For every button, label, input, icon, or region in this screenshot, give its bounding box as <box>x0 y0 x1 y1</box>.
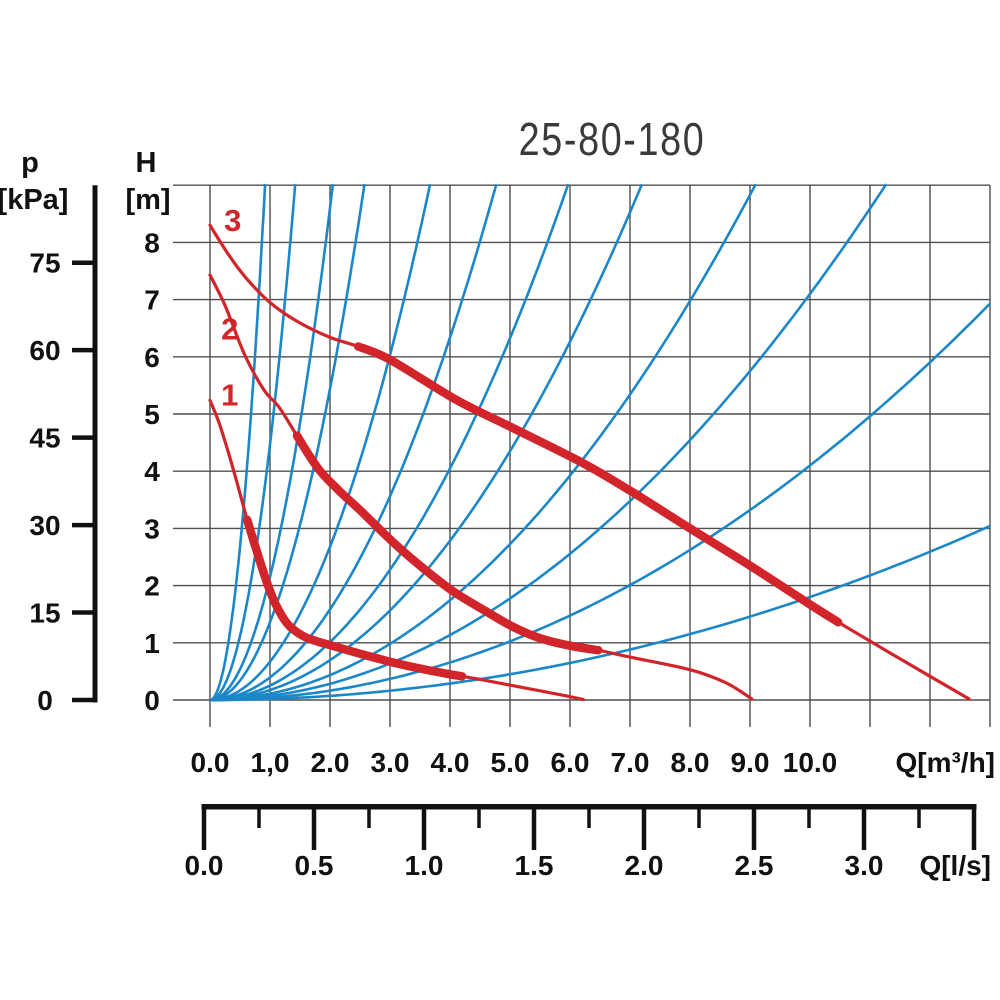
system-curve <box>209 183 888 702</box>
flow-ls-tick-label: 2.5 <box>735 850 774 881</box>
pressure-tick-label: 45 <box>29 423 60 454</box>
system-curve <box>209 183 498 702</box>
pressure-axis-unit: [kPa] <box>0 184 68 216</box>
flow-axis-ls: 0.0 0.5 1.0 1.5 2.0 2.5 3.0 Q[l/s] <box>185 804 991 881</box>
head-tick-label: 1 <box>144 628 160 659</box>
system-curves <box>209 183 991 702</box>
flow-m3h-tick-label: 8.0 <box>671 747 710 778</box>
flow-m3h-tick-label: 0.0 <box>191 747 230 778</box>
system-curve <box>209 183 432 702</box>
flow-m3h-tick-label: 10.0 <box>783 747 838 778</box>
flow-ls-tick-label: 0.5 <box>295 850 334 881</box>
pressure-tick-label: 75 <box>29 248 60 279</box>
system-curve <box>209 183 757 702</box>
pump-curve-1-operating-range <box>242 515 467 681</box>
head-tick-label: 2 <box>144 571 160 602</box>
pump-curve-labels: 1 2 3 <box>221 203 241 412</box>
pressure-axis-name: p <box>21 147 39 179</box>
pressure-tick-label: 15 <box>29 598 60 629</box>
flow-m3h-tick-label: 4.0 <box>431 747 470 778</box>
flow-ls-tick-label: 2.0 <box>625 850 664 881</box>
pressure-tick-label: 30 <box>29 510 60 541</box>
pressure-tick-label: 0 <box>37 685 53 716</box>
pump-curve-2 <box>208 273 754 701</box>
flow-ls-unit-label: Q[l/s] <box>919 850 991 881</box>
pressure-axis: 75 60 45 30 15 0 p [kPa] <box>0 147 98 716</box>
chart-title: 25-80-180 <box>518 113 706 165</box>
system-curve <box>209 184 267 702</box>
flow-ls-tick-label: 1.0 <box>405 850 444 881</box>
head-tick-label: 3 <box>144 513 160 544</box>
flow-m3h-tick-label: 3.0 <box>371 747 410 778</box>
flow-m3h-tick-label: 6.0 <box>551 747 590 778</box>
flow-m3h-tick-label: 7.0 <box>611 747 650 778</box>
flow-axis-m3h: 0.0 1,0 2.0 3.0 4.0 5.0 6.0 7.0 8.0 9.0 10.0 Q[m³/h… <box>191 747 995 778</box>
pump-curves <box>208 223 971 701</box>
system-curve <box>209 184 297 702</box>
flow-m3h-unit-label: Q[m³/h] <box>895 747 995 778</box>
head-axis-unit: [m] <box>125 184 170 216</box>
flow-m3h-tick-label: 1,0 <box>251 747 290 778</box>
head-tick-label: 4 <box>144 456 160 487</box>
system-curve <box>209 302 991 702</box>
head-tick-label: 8 <box>144 227 160 258</box>
pump-curve-2-operating-range <box>292 431 603 655</box>
pump-curve-3-operating-range <box>353 342 843 627</box>
head-tick-label: 6 <box>144 342 160 373</box>
pump-curve-label-3: 3 <box>224 203 241 238</box>
flow-m3h-tick-label: 9.0 <box>731 747 770 778</box>
head-tick-label: 7 <box>144 285 160 316</box>
system-curve <box>209 183 644 702</box>
head-axis: 8 7 6 5 4 3 2 1 0 H [m] <box>125 147 170 716</box>
pressure-tick-label: 60 <box>29 335 60 366</box>
flow-ls-tick-label: 1.5 <box>515 850 554 881</box>
system-curve <box>209 183 335 702</box>
head-tick-label: 5 <box>144 399 160 430</box>
flow-m3h-tick-label: 2.0 <box>311 747 350 778</box>
head-axis-name: H <box>136 147 157 179</box>
flow-ls-tick-label: 0.0 <box>185 850 224 881</box>
grid <box>173 184 991 727</box>
pump-curve-label-1: 1 <box>221 378 238 413</box>
head-tick-label: 0 <box>144 685 160 716</box>
pump-curve-label-2: 2 <box>221 311 238 346</box>
system-curve <box>210 524 991 702</box>
flow-m3h-tick-label: 5.0 <box>491 747 530 778</box>
system-curve <box>209 183 570 702</box>
flow-ls-tick-label: 3.0 <box>845 850 884 881</box>
